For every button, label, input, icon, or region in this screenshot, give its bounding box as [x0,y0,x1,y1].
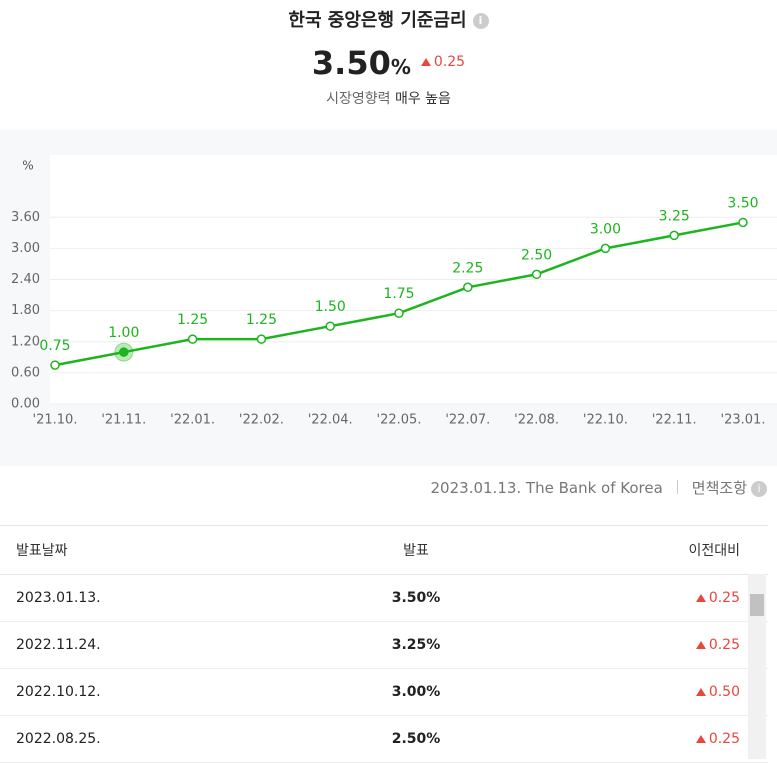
x-tick-label: '22.11. [652,413,697,428]
x-tick-label: '22.05. [377,413,422,428]
x-tick-label: '21.10. [33,413,78,428]
point [50,360,60,370]
unit: % [390,55,411,79]
data-label: 3.25 [659,208,690,224]
chart: % 0.00 0.60 1.20 1.80 2.40 3.00 3.60 '21.10. '21… [0,130,777,466]
cell: 2.50% [391,731,441,747]
point [325,321,335,331]
point [669,230,679,241]
info-icon[interactable]: i [472,13,489,29]
data-label: 1.00 [108,325,139,341]
data-label: 2.25 [452,260,483,276]
point [187,334,198,344]
table-row: 2022.10.12. 3.00% 0.50 [0,669,768,716]
value-row: 3.50% 0.25 [0,44,777,82]
source: 2023.01.13. The Bank of Korea [430,479,663,497]
cell: 3.25% [391,637,441,653]
point [394,308,404,318]
title: 한국 중앙은행 기준금리 i [0,6,777,32]
x-tick-label: '22.02. [239,413,284,428]
point [738,217,748,228]
data-label: 3.00 [590,221,621,237]
data-label: 0.75 [39,338,70,354]
data-label: 2.50 [521,247,552,263]
y-tick-label: 0.00 [11,397,40,412]
x-tick-label: '22.10. [583,413,628,428]
point [119,347,129,357]
x-tick-label: '22.07. [445,413,490,428]
y-tick-label: 3.60 [11,210,40,225]
table-row: 2022.08.25. 2.50% 0.25 [0,716,768,763]
source-row: 2023.01.13. The Bank of Korea 면책조항 i [431,477,767,498]
x-tick-label: '22.04. [308,413,353,428]
y-tick-label: 2.40 [11,272,40,287]
y-unit: % [22,159,33,173]
point [463,282,473,293]
summary: 한국 중앙은행 기준금리 i 3.50% 0.25 시장영향력 매우 높음 [0,0,777,130]
cell: 0.25 [516,637,768,653]
cell: 3.00% [391,684,441,700]
cell: 0.50 [516,684,768,700]
point [600,243,611,254]
change: 0.25 [421,54,465,70]
point [531,269,542,280]
data-label: 3.50 [727,195,758,211]
cell: 2022.10.12. [16,684,101,700]
influence-label: 시장영향력 [326,91,391,107]
table-header: 발표날짜 발표 이전대비 [0,525,768,575]
header-cell: 이전대비 [688,543,740,559]
title-text: 한국 중앙은행 기준금리 [288,10,467,31]
x-tick-label: '23.01. [721,413,766,428]
influence-value: 매우 높음 [394,91,451,107]
influence: 시장영향력 매우 높음 [0,88,777,108]
cell: 3.50% [391,590,441,606]
scrollbar[interactable] [748,574,766,759]
x-tick-label: '22.08. [514,413,559,428]
table-row: 2022.11.24. 3.25% 0.25 [0,622,768,669]
header-cell: 발표 [403,543,429,559]
data-label: 1.50 [315,299,346,315]
disclaimer[interactable]: 면책조항 [691,479,747,497]
y-tick-label: 0.60 [11,365,40,380]
cell: 0.25 [516,590,768,606]
x-tick-label: '21.11. [101,413,146,428]
data-label: 1.25 [246,312,277,328]
point [256,334,267,344]
cell: 0.25 [516,731,768,747]
y-tick-label: 1.80 [11,303,40,318]
y-tick-label: 3.00 [11,241,40,256]
header-cell: 발표날짜 [16,543,68,559]
current-value: 3.50 [311,44,391,82]
data-label: 1.25 [177,312,208,328]
info-icon[interactable]: i [751,481,767,497]
table: 발표날짜 발표 이전대비 2023.01.13. 3.50% 0.25 2022.11.24… [0,525,768,763]
cell: 2022.11.24. [16,637,101,653]
cell: 2022.08.25. [16,731,101,747]
data-label: 1.75 [383,286,414,302]
x-tick-label: '22.01. [170,413,215,428]
y-tick-label: 1.20 [11,334,40,349]
table-row: 2023.01.13. 3.50% 0.25 [0,575,768,622]
scroll-thumb[interactable] [750,594,764,616]
cell: 2023.01.13. [16,590,101,606]
